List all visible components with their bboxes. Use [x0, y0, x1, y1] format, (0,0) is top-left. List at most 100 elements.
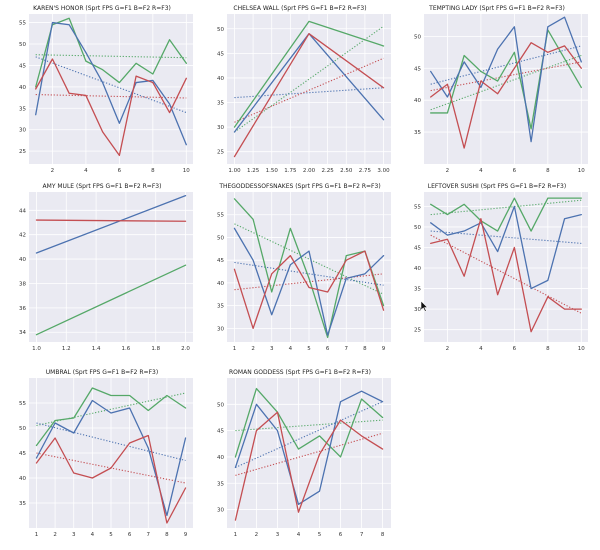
chart-panel: KAREN'S HONOR (Sprt FPS G=F1 B=F2 R=F3) 2… — [7, 5, 197, 180]
y-tick-label: 38 — [19, 281, 26, 287]
chart-svg: 1.0 1.2 1.4 1.6 1.8 2.0 34 36 38 40 42 44 — [19, 192, 193, 352]
x-tick-label: 4 — [91, 532, 95, 538]
x-tick-label: 1.0 — [32, 346, 41, 352]
y-tick-label: 36 — [19, 306, 26, 312]
chart-title: ROMAN GODDESS (Sprt FPS G=F1 B=F2 R=F3) — [229, 369, 371, 376]
x-tick-label: 10 — [578, 168, 585, 174]
y-tick-label: 40 — [414, 266, 421, 272]
trend-line — [235, 419, 383, 432]
series-line — [430, 205, 582, 290]
chart-panel: TEMPTING LADY (Sprt FPS G=F1 B=F2 R=F3) 2… — [402, 5, 592, 180]
x-tick-label: 9 — [382, 346, 386, 352]
x-tick-label: 2.0 — [181, 346, 190, 352]
x-tick-label: 8 — [546, 346, 550, 352]
y-tick-label: 50 — [19, 426, 26, 432]
x-tick-label: 5 — [318, 532, 322, 538]
x-tick-label: 1.25 — [247, 168, 260, 174]
x-tick-label: 1 — [233, 346, 237, 352]
x-tick-label: 1 — [35, 532, 39, 538]
series-line — [233, 33, 385, 158]
chart-title: AMY MULE (Sprt FPS G=F1 B=F2 R=F3) — [42, 183, 162, 190]
x-tick-label: 6 — [513, 346, 517, 352]
x-tick-label: 4 — [479, 346, 483, 352]
y-tick-label: 45 — [19, 451, 26, 457]
y-tick-label: 35 — [414, 130, 421, 136]
trend-line — [234, 223, 384, 295]
x-tick-label: 6 — [513, 168, 517, 174]
chart-panel: THEGODDESSOFSNAKES (Sprt FPS G=F1 B=F2 R… — [205, 183, 395, 358]
y-tick-label: 35 — [217, 101, 224, 107]
chart-title: THEGODDESSOFSNAKES (Sprt FPS G=F1 B=F2 R… — [219, 183, 381, 190]
x-tick-label: 5 — [307, 346, 311, 352]
x-tick-label: 3.00 — [377, 168, 390, 174]
trend-line — [430, 45, 582, 85]
x-tick-label: 3 — [72, 532, 76, 538]
trend-line — [234, 87, 384, 99]
x-tick-label: 8 — [165, 532, 169, 538]
x-tick-label: 2 — [51, 168, 55, 174]
y-tick-label: 40 — [217, 281, 224, 287]
x-tick-label: 7 — [360, 532, 364, 538]
series-line — [35, 264, 187, 336]
y-tick-label: 40 — [414, 98, 421, 104]
y-tick-label: 45 — [217, 429, 224, 435]
x-tick-label: 5 — [109, 532, 113, 538]
chart-panel: CHELSEA WALL (Sprt FPS G=F1 B=F2 R=F3) 1.… — [205, 5, 395, 180]
chart-svg: 1.00 1.25 1.50 1.75 2.00 2.25 2.50 2.75 3.00 25 30… — [217, 14, 391, 174]
x-tick-label: 2.50 — [340, 168, 353, 174]
y-tick-label: 35 — [19, 106, 26, 112]
trend-line — [35, 94, 187, 99]
x-tick-label: 1.75 — [284, 168, 297, 174]
series-line — [234, 411, 384, 521]
y-tick-label: 50 — [217, 402, 224, 408]
chart-title: TEMPTING LADY (Sprt FPS G=F1 B=F2 R=F3) — [429, 5, 565, 12]
x-tick-label: 6 — [339, 532, 343, 538]
y-tick-label: 34 — [19, 330, 26, 336]
y-tick-label: 30 — [19, 128, 26, 134]
plot-area — [29, 14, 193, 164]
y-tick-label: 40 — [19, 257, 26, 263]
y-tick-label: 50 — [414, 225, 421, 231]
chart-title: KAREN'S HONOR (Sprt FPS G=F1 B=F2 R=F3) — [33, 5, 171, 12]
y-tick-label: 45 — [414, 245, 421, 251]
y-tick-label: 35 — [19, 501, 26, 507]
chart-title: CHELSEA WALL (Sprt FPS G=F1 B=F2 R=F3) — [233, 5, 367, 12]
series-line — [430, 197, 582, 232]
x-tick-label: 4 — [297, 532, 301, 538]
series-line — [233, 198, 385, 339]
chart-svg: 2 4 6 8 10 25 30 35 40 45 50 55 — [19, 14, 193, 174]
x-tick-label: 10 — [578, 346, 585, 352]
x-tick-label: 4 — [289, 346, 293, 352]
series-line — [35, 195, 187, 254]
chart-panel: AMY MULE (Sprt FPS G=F1 B=F2 R=F3) 1.0 1.2… — [7, 183, 197, 358]
x-tick-label: 7 — [345, 346, 349, 352]
x-tick-label: 1 — [234, 532, 238, 538]
series-line — [35, 17, 187, 88]
y-tick-label: 45 — [414, 66, 421, 72]
x-tick-label: 2 — [251, 346, 255, 352]
y-tick-label: 50 — [217, 27, 224, 33]
x-tick-label: 4 — [479, 168, 483, 174]
series-line — [430, 16, 582, 143]
y-tick-label: 40 — [19, 85, 26, 91]
y-tick-label: 44 — [19, 208, 26, 214]
x-tick-label: 9 — [184, 532, 188, 538]
chart-title: UMBRAL (Sprt FPS G=F1 B=F2 R=F3) — [45, 369, 159, 376]
y-tick-label: 55 — [217, 213, 224, 219]
trend-line — [234, 261, 384, 286]
y-tick-label: 45 — [217, 258, 224, 264]
y-tick-label: 30 — [217, 508, 224, 514]
x-tick-label: 7 — [147, 532, 151, 538]
series-line — [233, 227, 385, 336]
x-tick-label: 8 — [363, 346, 367, 352]
series-line — [35, 21, 187, 146]
x-tick-label: 2 — [446, 346, 450, 352]
plot-area — [227, 378, 391, 528]
trend-line — [430, 234, 582, 314]
x-tick-label: 2.00 — [303, 168, 316, 174]
x-tick-label: 6 — [128, 532, 132, 538]
series-line — [233, 20, 385, 128]
